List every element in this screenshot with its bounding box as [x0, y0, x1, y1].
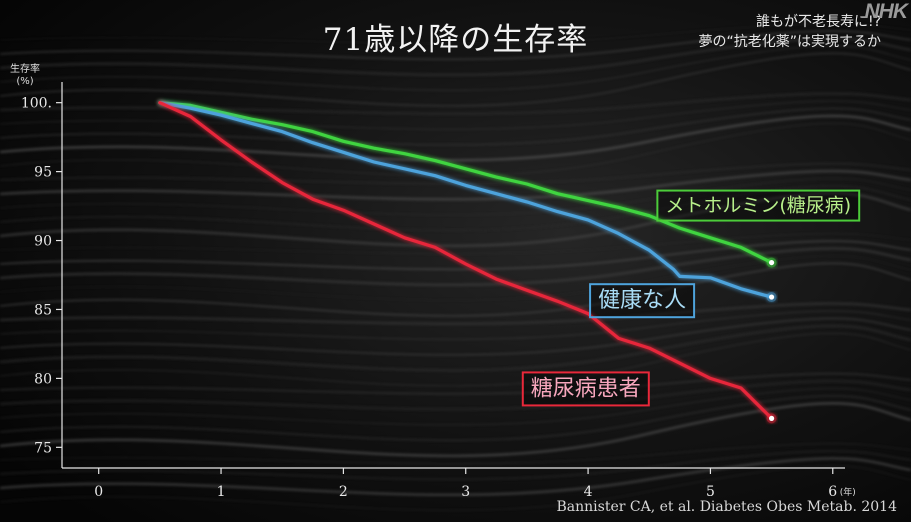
y-axis-title: 生存率 (%) — [10, 64, 40, 88]
background-wave — [0, 310, 911, 340]
y-tick-label: 100. — [21, 96, 52, 112]
series-end-point — [768, 294, 775, 300]
series-line-1 — [158, 101, 774, 265]
background-wave — [0, 247, 911, 287]
x-tick-label: 5 — [706, 484, 715, 500]
background-wave — [0, 100, 911, 130]
background-wave — [0, 379, 911, 411]
background-wave — [0, 162, 911, 185]
background-wave — [0, 23, 911, 45]
background-wave — [0, 324, 911, 372]
series-end-point — [768, 415, 775, 421]
y-tick-label: 80 — [34, 371, 52, 387]
background-wave — [0, 45, 911, 91]
series-group — [158, 101, 777, 424]
background-wave — [0, 114, 911, 162]
background-wave — [0, 443, 911, 465]
series-label-3: 糖尿病患者 — [521, 371, 650, 407]
subtitle: 誰もが不老長寿に!? 夢の“抗老化薬”は実現するか — [698, 12, 881, 52]
background-wave — [0, 107, 911, 146]
series-label-text: メトホルミン(糖尿病) — [665, 195, 851, 217]
background-wave — [0, 123, 911, 177]
y-tick-label: 90 — [34, 234, 52, 250]
background-wave — [0, 185, 911, 232]
series-label-text: 健康な人 — [598, 288, 686, 313]
background-wave — [0, 52, 911, 107]
chart-title: 71歳以降の生存率 — [322, 22, 589, 58]
x-tick-label: 4 — [584, 484, 593, 500]
y-tick-label: 95 — [34, 165, 52, 181]
x-tick-label: 0 — [94, 484, 103, 500]
background-wave — [0, 255, 911, 301]
background-wave — [0, 262, 911, 317]
background-wave — [0, 333, 911, 387]
background-wave — [0, 240, 911, 271]
series-label-box — [589, 283, 696, 319]
y-axis-unit: (%) — [16, 76, 34, 87]
background-wave — [0, 30, 911, 61]
y-tick-label: 75 — [34, 440, 52, 456]
x-tick-label: 1 — [217, 484, 226, 500]
background-wave — [0, 37, 911, 77]
background-wave — [0, 178, 911, 216]
series-label-box — [521, 371, 650, 407]
background-wave — [0, 465, 911, 511]
subtitle-line-1: 誰もが不老長寿に!? — [755, 14, 881, 30]
x-tick-label: 2 — [339, 484, 348, 500]
source-citation: Bannister CA, et al. Diabetes Obes Metab… — [556, 499, 897, 515]
x-tick-label: 6 — [828, 484, 837, 500]
subtitle-line-2: 夢の“抗老化薬”は実現するか — [698, 34, 881, 50]
background-wave — [0, 169, 911, 201]
series-label-1: メトホルミン(糖尿病) — [656, 189, 861, 222]
x-axis-unit: (年) — [840, 486, 856, 498]
background-waves — [0, 23, 911, 511]
series-label-box — [656, 189, 861, 222]
background-wave — [0, 317, 911, 356]
x-tick-label: 3 — [461, 484, 470, 500]
axes: 75 80 85 90 95 100. 0 1 2 3 4 5 6 (年) — [21, 82, 856, 500]
series-label-2: 健康な人 — [589, 283, 696, 319]
background-wave — [0, 388, 911, 426]
series-line-3 — [158, 101, 774, 420]
y-axis-label: 生存率 — [10, 64, 40, 75]
background-wave — [0, 233, 911, 255]
y-tick-label: 85 — [34, 302, 52, 318]
background-wave — [0, 450, 911, 481]
background-wave — [0, 457, 911, 497]
nhk-logo: NHK — [864, 0, 908, 23]
series-line-2 — [158, 101, 774, 299]
background-wave — [0, 372, 911, 395]
series-end-point — [768, 259, 775, 266]
series-label-text: 糖尿病患者 — [531, 376, 641, 401]
background-wave — [0, 302, 911, 326]
background-wave — [0, 395, 911, 442]
background-wave — [0, 402, 911, 458]
